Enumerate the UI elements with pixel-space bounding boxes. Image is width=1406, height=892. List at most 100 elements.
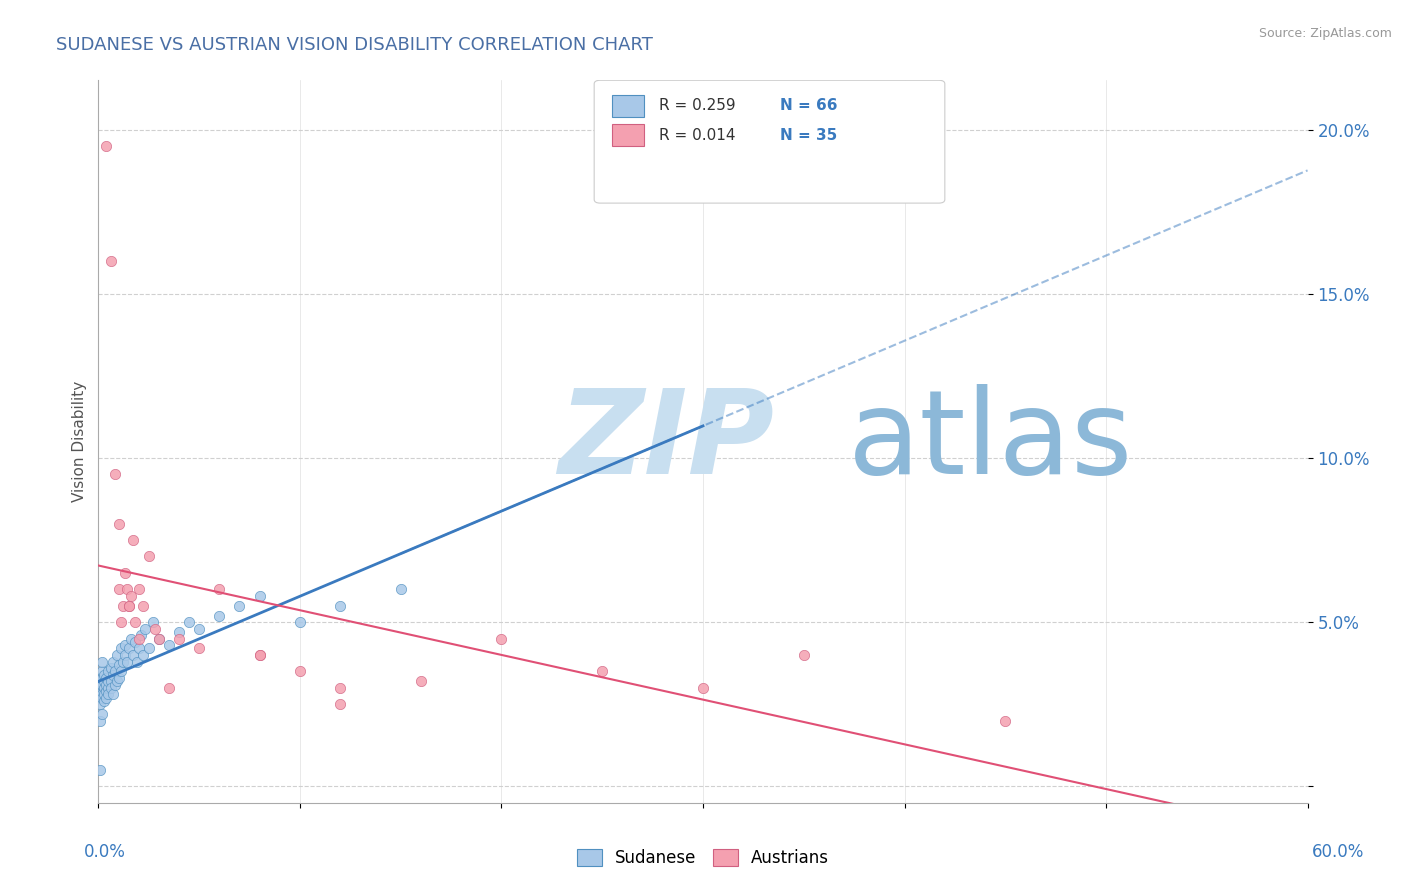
Point — [91, 707, 114, 722]
Legend: Sudanese, Austrians: Sudanese, Austrians — [569, 842, 837, 874]
Point — [115, 582, 138, 597]
Point — [129, 628, 152, 642]
Point — [93, 687, 115, 701]
FancyBboxPatch shape — [613, 95, 644, 117]
Point — [97, 674, 120, 689]
Text: N = 35: N = 35 — [780, 128, 837, 143]
Point — [132, 648, 155, 662]
Point — [96, 684, 118, 698]
Point — [100, 661, 122, 675]
Point — [91, 655, 114, 669]
Point — [994, 714, 1017, 728]
Point — [288, 615, 311, 630]
Point — [111, 599, 134, 613]
FancyBboxPatch shape — [613, 124, 644, 146]
Point — [208, 608, 231, 623]
Point — [110, 665, 132, 679]
Point — [100, 681, 122, 695]
Point — [120, 589, 142, 603]
Point — [111, 655, 134, 669]
Point — [132, 599, 155, 613]
Point — [329, 698, 352, 712]
Point — [188, 622, 211, 636]
Point — [228, 599, 250, 613]
Point — [793, 648, 815, 662]
Point — [118, 599, 141, 613]
Point — [89, 698, 111, 712]
Point — [93, 667, 115, 681]
Point — [114, 638, 136, 652]
Point — [167, 625, 190, 640]
Point — [118, 599, 141, 613]
Point — [121, 533, 143, 547]
Point — [96, 671, 118, 685]
Text: atlas: atlas — [848, 384, 1133, 499]
Point — [249, 648, 271, 662]
Point — [157, 638, 180, 652]
Point — [97, 665, 120, 679]
Point — [188, 641, 211, 656]
Point — [91, 690, 114, 705]
Text: Source: ZipAtlas.com: Source: ZipAtlas.com — [1258, 27, 1392, 40]
Point — [100, 674, 122, 689]
Point — [120, 632, 142, 646]
Point — [89, 674, 111, 689]
Point — [114, 648, 136, 662]
Point — [115, 655, 138, 669]
Point — [329, 599, 352, 613]
Point — [128, 632, 150, 646]
Point — [93, 674, 115, 689]
Point — [409, 674, 432, 689]
Point — [103, 677, 125, 691]
Point — [142, 615, 165, 630]
Point — [91, 687, 114, 701]
Point — [105, 674, 128, 689]
Point — [249, 648, 271, 662]
Point — [96, 139, 118, 153]
Point — [93, 681, 115, 695]
Point — [107, 671, 129, 685]
Point — [124, 615, 146, 630]
Point — [288, 665, 311, 679]
Point — [148, 632, 170, 646]
Point — [249, 589, 271, 603]
Point — [89, 687, 111, 701]
Point — [128, 641, 150, 656]
Point — [107, 582, 129, 597]
Point — [101, 667, 124, 681]
Point — [692, 681, 714, 695]
Point — [101, 687, 124, 701]
Point — [138, 549, 160, 564]
Text: R = 0.259: R = 0.259 — [659, 98, 735, 113]
Point — [389, 582, 412, 597]
Text: R = 0.014: R = 0.014 — [659, 128, 735, 143]
Point — [121, 648, 143, 662]
FancyBboxPatch shape — [595, 80, 945, 203]
Text: N = 66: N = 66 — [780, 98, 837, 113]
Point — [124, 635, 146, 649]
Point — [114, 566, 136, 580]
Point — [100, 253, 122, 268]
Point — [96, 677, 118, 691]
Point — [179, 615, 201, 630]
Point — [167, 632, 190, 646]
Point — [110, 641, 132, 656]
Text: SUDANESE VS AUSTRIAN VISION DISABILITY CORRELATION CHART: SUDANESE VS AUSTRIAN VISION DISABILITY C… — [56, 36, 654, 54]
Text: 0.0%: 0.0% — [84, 843, 127, 861]
Point — [125, 655, 148, 669]
Point — [93, 694, 115, 708]
Point — [101, 655, 124, 669]
Point — [128, 582, 150, 597]
Point — [110, 615, 132, 630]
Text: 60.0%: 60.0% — [1312, 843, 1364, 861]
Point — [157, 681, 180, 695]
Text: ZIP: ZIP — [558, 384, 773, 499]
Point — [91, 677, 114, 691]
Point — [103, 665, 125, 679]
Y-axis label: Vision Disability: Vision Disability — [72, 381, 87, 502]
Point — [97, 681, 120, 695]
Point — [107, 657, 129, 672]
Point — [103, 467, 125, 482]
Point — [329, 681, 352, 695]
Point — [105, 648, 128, 662]
